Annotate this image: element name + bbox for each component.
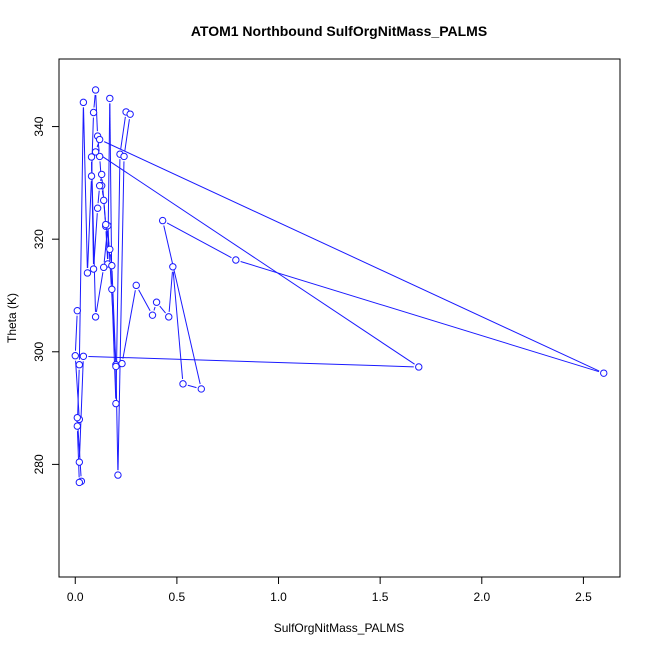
data-point	[106, 94, 114, 103]
series-segment	[166, 222, 232, 259]
data-point	[158, 216, 167, 225]
series-segment	[76, 369, 80, 422]
series-segment	[99, 154, 415, 365]
x-axis: 0.0 0.5 1.0 1.5 2.0 2.5	[67, 576, 592, 604]
x-tick-label: 2.5	[575, 590, 592, 604]
data-point	[108, 285, 116, 293]
series-segment	[103, 141, 600, 372]
data-point	[197, 385, 205, 393]
data-point	[97, 170, 106, 179]
series-segment	[109, 103, 113, 285]
y-axis: 280 300 320 340	[32, 116, 60, 474]
data-point	[148, 311, 157, 319]
y-axis-label: Theta (K)	[5, 293, 19, 343]
data-point	[232, 256, 240, 264]
data-point	[118, 359, 126, 368]
series-segment	[109, 254, 112, 261]
series-segment	[153, 306, 156, 311]
series-segment	[97, 190, 100, 204]
series-segment	[83, 107, 88, 268]
series-segment	[93, 213, 98, 265]
series-segment	[76, 431, 80, 478]
data-point	[108, 261, 116, 270]
series-segment	[96, 144, 99, 148]
y-tick-label: 320	[32, 229, 46, 249]
data-point	[89, 265, 98, 273]
data-point	[73, 413, 81, 422]
series-segment	[187, 384, 197, 389]
series-segment	[88, 355, 414, 368]
series-segment	[138, 289, 151, 312]
series-segment	[93, 94, 96, 108]
data-point	[87, 172, 96, 180]
data-point	[102, 220, 110, 229]
series-segment	[87, 181, 92, 268]
series-segment	[172, 271, 184, 379]
data-point	[415, 363, 423, 371]
data-point	[91, 313, 100, 321]
data-point	[120, 152, 128, 161]
data-series	[71, 86, 608, 487]
data-point	[83, 269, 92, 277]
series-segment	[79, 361, 84, 458]
data-point	[75, 478, 84, 487]
y-tick-label: 340	[32, 116, 46, 136]
data-point	[93, 204, 102, 212]
data-point	[79, 98, 88, 107]
data-point	[87, 153, 96, 161]
plot-frame	[58, 58, 621, 578]
data-point	[132, 281, 140, 290]
series-segment	[159, 305, 166, 314]
series-segment	[117, 161, 125, 471]
data-point	[112, 399, 120, 408]
data-point	[89, 108, 98, 117]
y-tick-label: 300	[32, 341, 46, 361]
data-point	[100, 263, 108, 272]
y-tick-label: 280	[32, 454, 46, 474]
data-point	[95, 181, 104, 190]
data-point	[95, 135, 104, 144]
x-tick-label: 1.0	[270, 590, 287, 604]
data-point	[73, 422, 81, 430]
data-point	[91, 86, 100, 94]
series-segment	[78, 107, 84, 360]
series-segment	[115, 159, 121, 399]
data-point	[112, 362, 120, 371]
data-point	[600, 369, 608, 377]
series-segment	[105, 231, 109, 259]
series-segment	[240, 260, 600, 373]
series-segment	[106, 229, 110, 245]
data-point	[95, 152, 104, 161]
series-segment	[163, 225, 201, 385]
x-tick-label: 2.0	[473, 590, 490, 604]
series-segment	[115, 369, 119, 471]
series-segment	[120, 116, 126, 150]
series-segment	[95, 272, 104, 313]
x-tick-label: 1.5	[372, 590, 389, 604]
data-point	[165, 313, 173, 321]
data-point	[91, 148, 100, 156]
data-point	[152, 298, 161, 306]
data-point	[179, 380, 187, 388]
chart-title: ATOM1 Northbound SulfOrgNitMass_PALMS	[191, 23, 487, 39]
data-point	[100, 196, 108, 205]
x-axis-label: SulfOrgNitMass_PALMS	[274, 621, 404, 635]
x-tick-label: 0.5	[169, 590, 186, 604]
data-point	[75, 361, 84, 369]
data-point	[126, 110, 134, 118]
series-segment	[168, 271, 173, 312]
data-point	[73, 306, 81, 315]
x-tick-label: 0.0	[67, 590, 84, 604]
data-point	[114, 471, 122, 479]
series-segment	[103, 230, 108, 263]
data-point	[79, 352, 88, 360]
data-point	[71, 352, 79, 360]
series-segment	[122, 290, 136, 359]
data-point	[169, 263, 177, 271]
series-segment	[74, 315, 78, 351]
data-point	[106, 245, 114, 254]
series-segment	[124, 119, 130, 152]
data-point	[75, 458, 84, 466]
